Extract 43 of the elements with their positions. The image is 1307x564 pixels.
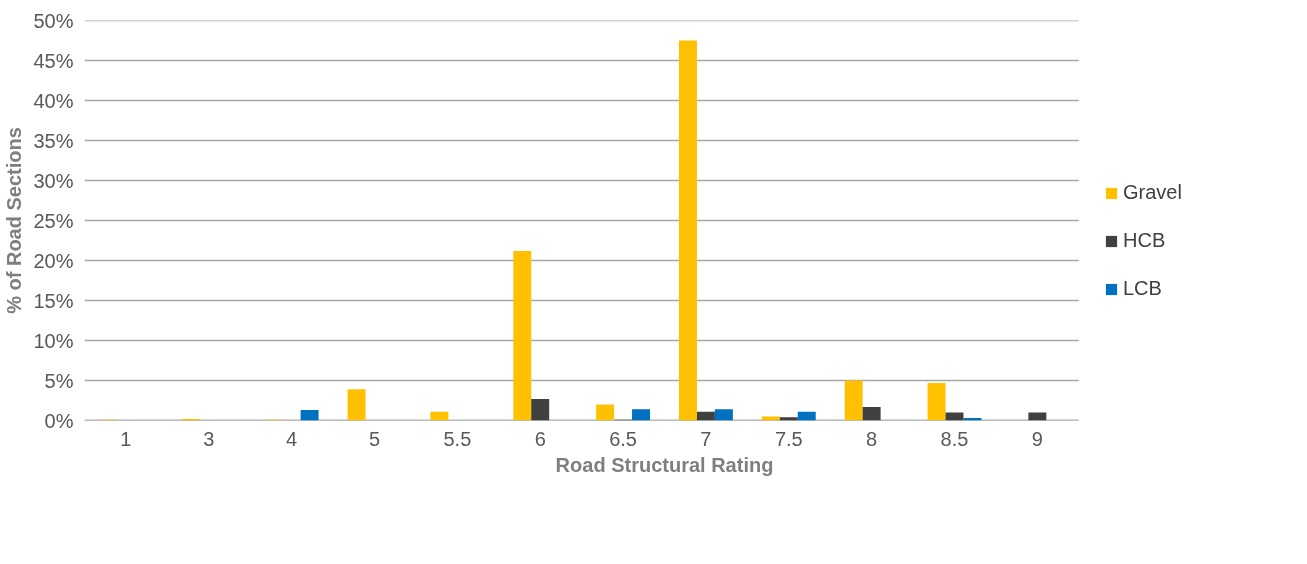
bar (347, 389, 366, 421)
y-axis-title: % of Road Sections (3, 127, 26, 314)
x-tick-label: 7.5 (774, 427, 803, 450)
x-tick-label: 4 (286, 427, 298, 450)
x-tick-label: 3 (203, 427, 215, 450)
legend-label: HCB (1123, 229, 1166, 252)
bar (696, 411, 715, 421)
y-tick-label: 0% (44, 409, 74, 432)
bar (632, 409, 650, 421)
y-tick-label: 30% (33, 169, 74, 192)
y-tick-label: 45% (33, 49, 74, 72)
y-tick-label: 5% (44, 369, 74, 392)
x-tick-label: 5 (368, 427, 381, 450)
y-tick-label: 35% (33, 129, 74, 152)
bar (779, 417, 798, 421)
y-tick-label: 10% (33, 329, 74, 352)
y-tick-label: 25% (33, 209, 74, 232)
bar (797, 411, 816, 421)
x-tick-label: 1 (120, 427, 132, 450)
bar (844, 380, 863, 421)
legend-label: Gravel (1123, 181, 1182, 204)
x-axis-title: Road Structural Rating (555, 453, 774, 476)
bar (513, 250, 532, 421)
x-tick-label: 7 (700, 427, 712, 450)
x-tick-label: 9 (1031, 427, 1043, 450)
y-tick-label: 40% (33, 89, 74, 112)
legend-label: LCB (1123, 277, 1162, 300)
x-tick-label: 5.5 (443, 427, 472, 450)
bar (531, 398, 550, 421)
y-tick-label: 50% (33, 9, 74, 32)
bar (430, 411, 449, 421)
bar (596, 404, 615, 421)
x-tick-label: 6 (534, 427, 546, 450)
bar (679, 40, 697, 421)
x-tick-label: 6.5 (609, 427, 637, 450)
x-tick-label: 8 (866, 427, 878, 450)
bar (300, 410, 319, 421)
bar (927, 382, 946, 421)
bar (714, 409, 733, 421)
x-tick-label: 8.5 (940, 427, 969, 450)
y-tick-label: 20% (33, 249, 74, 272)
bar (862, 406, 881, 421)
y-tick-label: 15% (33, 289, 74, 312)
